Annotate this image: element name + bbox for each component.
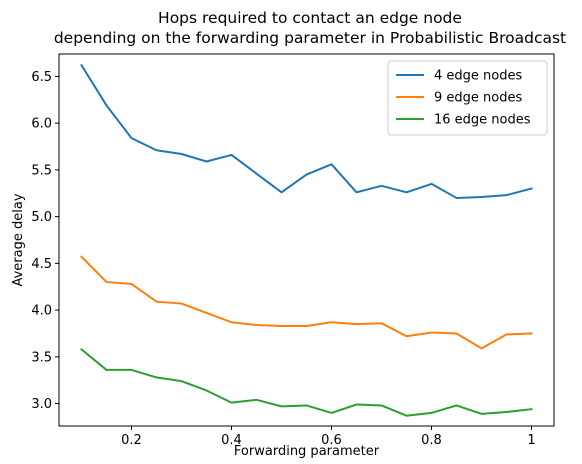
y-axis-label: Average delay — [11, 193, 26, 286]
series-line-2 — [80, 255, 533, 350]
y-tick-label: 4.5 — [31, 257, 52, 272]
y-tick-label: 4.0 — [31, 304, 52, 319]
y-tick-label: 6.5 — [31, 70, 52, 85]
x-tick-label: 0.8 — [421, 433, 442, 448]
x-tick-label: 0.6 — [321, 433, 342, 448]
y-tick-label: 3.0 — [31, 397, 52, 412]
y-tick-label: 6.0 — [31, 117, 52, 132]
legend: 4 edge nodes 9 edge nodes 16 edge nodes — [387, 60, 548, 136]
chart-title-line-2: depending on the forwarding parameter in… — [54, 29, 566, 47]
y-tick-label: 5.5 — [31, 163, 52, 178]
y-tick-label: 5.0 — [31, 210, 52, 225]
plot-area-frame — [58, 53, 555, 427]
series-layer — [80, 63, 533, 417]
legend-label-1: 4 edge nodes — [434, 69, 522, 84]
x-tick-label: 0.2 — [121, 433, 142, 448]
y-axis: 3.0 3.5 4.0 4.5 5.0 5.5 6.0 6.5 — [31, 70, 59, 412]
series-line-1 — [80, 63, 533, 199]
x-tick-label: 1 — [527, 433, 535, 448]
legend-label-2: 9 edge nodes — [434, 91, 522, 106]
x-axis-label: Forwarding parameter — [234, 444, 380, 459]
x-tick-label: 0.4 — [221, 433, 242, 448]
x-axis: 0.2 0.4 0.6 0.8 1 — [121, 426, 536, 448]
legend-label-3: 16 edge nodes — [434, 113, 531, 128]
series-line-3 — [80, 347, 533, 417]
legend-box — [387, 60, 548, 136]
y-tick-label: 3.5 — [31, 350, 52, 365]
chart-title-line-1: Hops required to contact an edge node — [158, 9, 462, 27]
